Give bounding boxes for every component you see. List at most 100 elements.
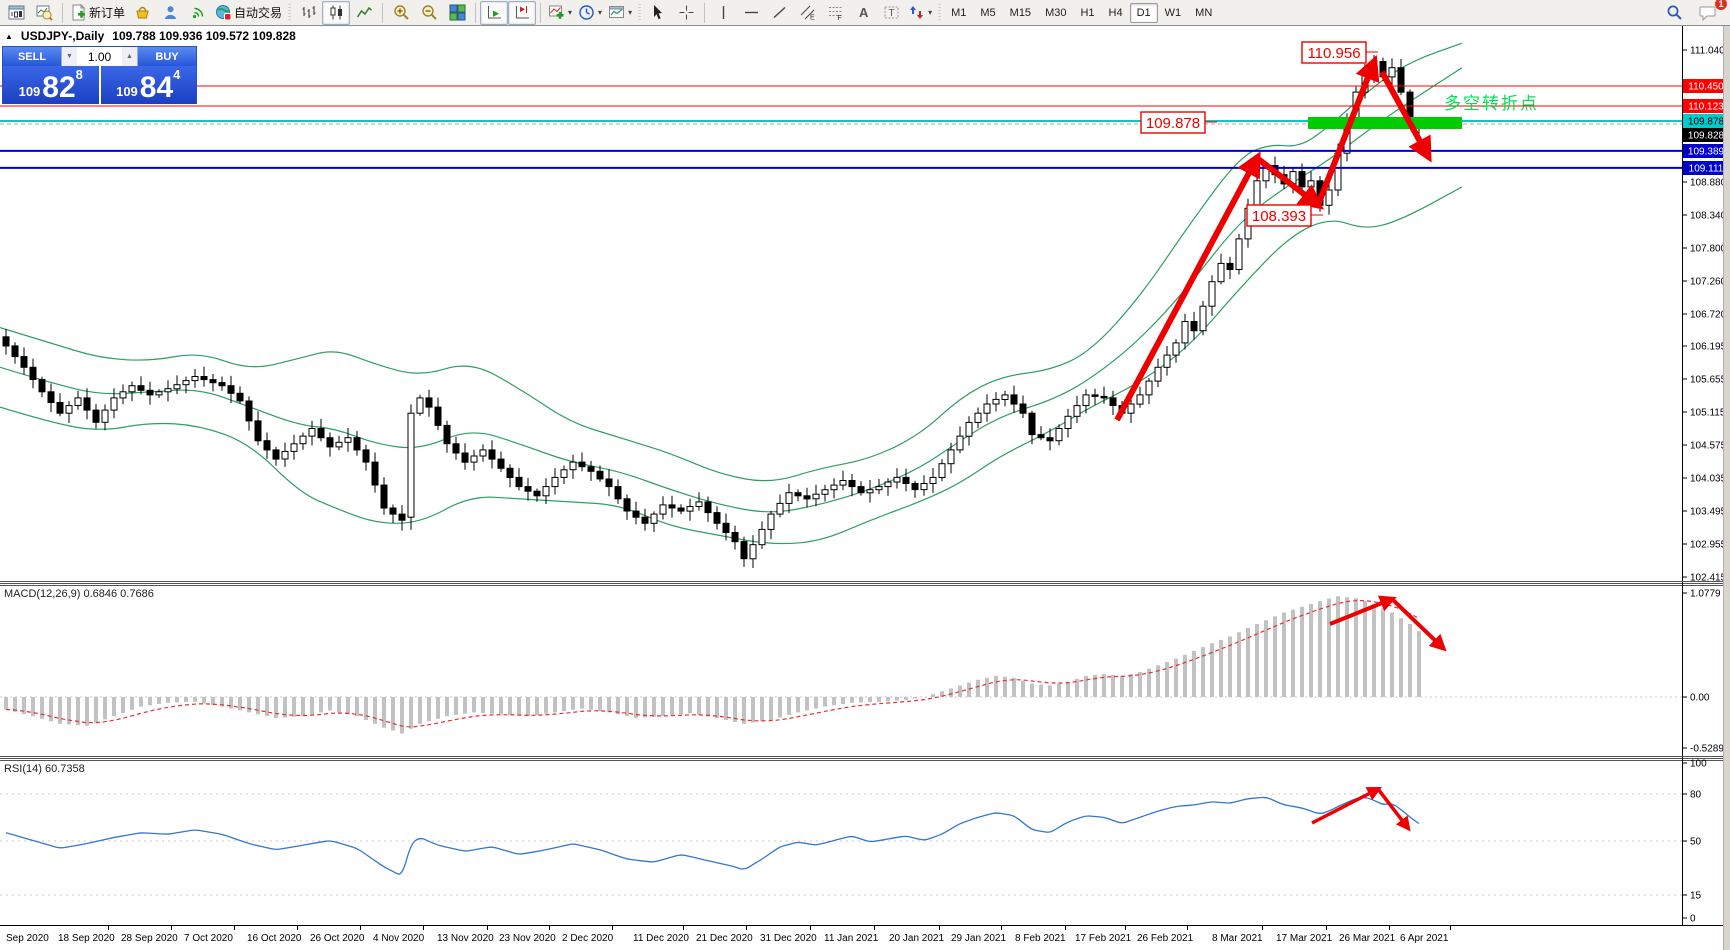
svg-text:109.111: 109.111 (1689, 164, 1724, 175)
timeframe-button-m5[interactable]: M5 (980, 6, 996, 19)
text-label-button[interactable]: T (877, 1, 905, 25)
new-chart-icon (8, 5, 24, 20)
annotation-note[interactable]: 多空转折点 (1444, 94, 1539, 113)
templates-button[interactable]: ▾ (605, 1, 635, 25)
macd-trend-arrow[interactable] (1329, 595, 1397, 626)
zoom-out-button[interactable] (415, 1, 443, 25)
macd-histogram (4, 596, 1421, 734)
rsi-trend-arrow[interactable] (1311, 786, 1382, 825)
auto-scroll-button[interactable] (480, 0, 509, 25)
svg-text:T: T (888, 8, 894, 19)
timeframe-button-w1[interactable]: W1 (1164, 6, 1182, 19)
date-axis-tick (1001, 926, 1002, 930)
indicators-button[interactable]: ▾ (545, 1, 575, 25)
volume-down-button[interactable]: ▼ (62, 47, 77, 66)
chart-title: ▲ USDJPY-,Daily 109.788 109.936 109.572 … (5, 29, 296, 43)
one-click-collapse-icon[interactable]: ▲ (5, 31, 13, 41)
new-chart-button[interactable] (2, 1, 30, 25)
bollinger-middle-band (0, 67, 1463, 513)
date-axis-label: 31 Dec 2020 (760, 933, 817, 944)
date-axis-tick (1450, 926, 1451, 930)
toolbar-separator (540, 2, 542, 23)
signals-button[interactable] (184, 1, 212, 25)
search-button[interactable] (1660, 1, 1688, 25)
trend-line-button[interactable] (765, 1, 793, 25)
date-axis-tick (1125, 926, 1126, 930)
volume-up-button[interactable]: ▲ (122, 47, 137, 66)
svg-text:108.393: 108.393 (1252, 208, 1306, 225)
svg-text:A: A (859, 5, 869, 20)
trend-arrow[interactable] (1315, 54, 1380, 207)
line-chart-button[interactable] (350, 1, 378, 25)
tile-windows-button[interactable] (443, 1, 471, 25)
sell-price-display[interactable]: 109 82 8 (3, 66, 99, 104)
equidistant-channel-button[interactable]: E (793, 1, 821, 25)
timeframe-button-mn[interactable]: MN (1195, 6, 1213, 19)
candlestick-chart-button[interactable] (322, 0, 351, 25)
cursor-button[interactable] (644, 1, 672, 25)
arrows-button[interactable]: ▾ (905, 1, 935, 25)
date-axis-tick (487, 926, 488, 930)
autotrading-button[interactable]: 自动交易 (212, 1, 285, 25)
chart-profiles-button[interactable] (30, 1, 58, 25)
volume-input[interactable]: 1.00 (87, 49, 112, 64)
date-axis-label: 20 Jan 2021 (889, 933, 945, 944)
sell-button[interactable]: SELL (3, 47, 61, 66)
price-callout-label[interactable]: 110.956 (1301, 41, 1378, 64)
crosshair-button[interactable] (672, 1, 700, 25)
chat-button[interactable]: 1 (1694, 0, 1727, 25)
text-icon: A (859, 5, 869, 20)
date-axis-label: 21 Dec 2020 (696, 933, 753, 944)
macd-trend-arrow[interactable] (1390, 597, 1447, 652)
buy-price-display[interactable]: 109 84 4 (100, 66, 196, 104)
timeframe-button-m30[interactable]: M30 (1045, 6, 1067, 19)
bollinger-upper-band (0, 42, 1463, 482)
timeframe-button-h4[interactable]: H4 (1108, 6, 1123, 19)
sell-price-prefix: 109 (18, 84, 41, 99)
sell-price-sup: 8 (75, 67, 83, 82)
timeframe-button-h1[interactable]: H1 (1080, 6, 1095, 19)
trend-arrow[interactable] (1255, 155, 1324, 210)
timeframe-button-d1[interactable]: D1 (1129, 2, 1158, 23)
buy-button[interactable]: BUY (138, 47, 196, 66)
text-button[interactable]: A (849, 1, 877, 25)
periods-button[interactable]: ▾ (575, 1, 605, 25)
trend-arrow[interactable] (1114, 151, 1261, 422)
date-axis-tick (108, 926, 109, 930)
rsi-trend-arrow[interactable] (1376, 787, 1411, 832)
timeframe-button-m15[interactable]: M15 (1009, 6, 1032, 19)
main-chart-panel[interactable]: 110.956 109.878 108.393 多空转折点 111.040 108.880… (0, 26, 1730, 583)
date-axis[interactable]: Sep 2020 18 Sep 2020 28 Sep 2020 7 Oct 2020… (0, 925, 1730, 950)
candlesticks (2, 55, 1423, 568)
support-zone-highlight[interactable] (1308, 117, 1462, 129)
chart-shift-button[interactable] (508, 0, 537, 25)
date-axis-label: 8 Mar 2021 (1212, 933, 1263, 944)
date-axis-label: 11 Dec 2020 (633, 933, 689, 944)
market-button[interactable] (128, 1, 156, 25)
price-callout-label[interactable]: 109.878 (1140, 111, 1217, 134)
price-callout-label[interactable]: 108.393 (1246, 204, 1323, 227)
horizontal-line-button[interactable] (737, 1, 765, 25)
horizontal-line-icon (744, 11, 758, 14)
svg-text:110.450: 110.450 (1688, 82, 1724, 93)
bar-chart-button[interactable] (294, 1, 322, 25)
macd-axis-label: 0.00 (1690, 693, 1710, 704)
fibonacci-button[interactable]: F (821, 1, 849, 25)
trend-arrow[interactable] (1379, 70, 1432, 163)
price-badge: 109.878 (1683, 114, 1729, 128)
price-axis-label: 111.040 (1690, 46, 1725, 57)
timeframe-button-m1[interactable]: M1 (951, 6, 967, 19)
community-button[interactable] (156, 1, 184, 25)
price-badge: 109.828 (1683, 128, 1729, 142)
date-axis-label: 11 Jan 2021 (824, 933, 879, 944)
toolbar-grip (288, 3, 292, 22)
date-axis-tick (1065, 926, 1066, 930)
new-order-button[interactable]: 新订单 (67, 1, 128, 25)
zoom-in-button[interactable] (387, 1, 415, 25)
macd-panel[interactable]: 1.0779 0.00 -0.5289 (0, 583, 1730, 758)
rsi-panel[interactable]: 100 80 50 15 0 (0, 758, 1730, 925)
chevron-down-icon: ▾ (598, 8, 603, 17)
vertical-line-button[interactable] (709, 1, 737, 25)
date-axis-tick (939, 926, 940, 930)
search-icon (1667, 5, 1682, 20)
